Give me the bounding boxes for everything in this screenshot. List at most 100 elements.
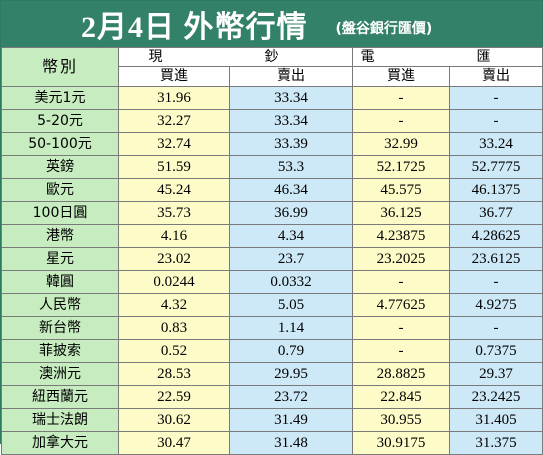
tt-sell-value: 33.24 [449,132,543,156]
cash-buy-value: 22.59 [118,385,230,409]
title-bar: 2月4日 外幣行情 (盤谷銀行匯價) [1,1,542,47]
tt-sell-value: 31.375 [449,431,543,455]
cash-sell-value: 53.3 [229,155,353,179]
currency-name: 5-20元 [1,109,119,133]
table-row: 加拿大元 30.47 31.48 30.9175 31.375 [1,431,543,455]
cash-sell-value: 23.7 [229,247,353,271]
cash-sell-value: 31.48 [229,431,353,455]
tt-buy-value: 4.77625 [352,293,450,317]
tt-buy-value: 22.845 [352,385,450,409]
tt-sell-value: 52.7775 [449,155,543,179]
table-row: 美元1元 31.96 33.34- - [1,86,543,110]
cash-buy-value: 23.02 [118,247,230,271]
cash-buy-value: 30.47 [118,431,230,455]
cash-sell-value: 4.34 [229,224,353,248]
cash-buy-value: 0.83 [118,316,230,340]
currency-name: 歐元 [1,178,119,202]
tt-buy-value: 36.125 [352,201,450,225]
tt-sell-value: - [449,316,543,340]
tt-buy-value: 30.9175 [352,431,450,455]
currency-name: 菲披索 [1,339,119,363]
currency-name: 澳洲元 [1,362,119,386]
cash-buy-value: 4.16 [118,224,230,248]
currency-name: 新台幣 [1,316,119,340]
column-header-tt-buy: 買進 [352,66,450,87]
tt-sell-value: - [449,86,543,110]
tt-buy-value: - [352,316,450,340]
table-row: 人民幣 4.32 5.05 4.77625 4.9275 [1,293,543,317]
table-row: 韓圓 0.0244 0.0332- - [1,270,543,294]
tt-sell-value: 0.7375 [449,339,543,363]
currency-name: 人民幣 [1,293,119,317]
currency-name: 港幣 [1,224,119,248]
cash-sell-value: 0.79 [229,339,353,363]
cash-sell-value: 1.14 [229,316,353,340]
tt-sell-value: 46.1375 [449,178,543,202]
tt-buy-value: 32.99 [352,132,450,156]
table-row: 港幣 4.16 4.34 4.23875 4.28625 [1,224,543,248]
column-header-cash-sell: 賣出 [229,66,353,87]
cash-sell-value: 36.99 [229,201,353,225]
tt-buy-value: - [352,270,450,294]
column-header-cash: 現 鈔 [118,47,353,67]
header-row-groups: 幣別 現 鈔 電 匯 [1,47,543,87]
currency-name: 韓圓 [1,270,119,294]
tt-buy-value: 30.955 [352,408,450,432]
cash-buy-value: 30.62 [118,408,230,432]
cash-buy-value: 51.59 [118,155,230,179]
tt-buy-value: 28.8825 [352,362,450,386]
tt-sell-value: 36.77 [449,201,543,225]
table-row: 澳洲元 28.53 29.95 28.8825 29.37 [1,362,543,386]
cash-buy-value: 31.96 [118,86,230,110]
cash-sell-value: 0.0332 [229,270,353,294]
cash-sell-value: 33.34 [229,109,353,133]
column-header-cash-buy: 買進 [118,66,230,87]
tt-sell-value: - [449,270,543,294]
tt-sell-value: 4.28625 [449,224,543,248]
cash-buy-value: 4.32 [118,293,230,317]
cash-buy-value: 0.52 [118,339,230,363]
tt-buy-value: 23.2025 [352,247,450,271]
column-header-currency: 幣別 [1,47,119,87]
currency-name: 瑞士法朗 [1,408,119,432]
cash-buy-value: 35.73 [118,201,230,225]
column-header-telegraphic: 電 匯 [352,47,543,67]
currency-name: 美元1元 [1,86,119,110]
currency-name: 100日圓 [1,201,119,225]
cash-sell-value: 23.72 [229,385,353,409]
table-row: 新台幣 0.83 1.14- - [1,316,543,340]
tt-sell-value: 23.6125 [449,247,543,271]
table-row: 歐元 45.24 46.34 45.575 46.1375 [1,178,543,202]
cash-sell-value: 33.39 [229,132,353,156]
table-row: 英鎊 51.59 53.3 52.1725 52.7775 [1,155,543,179]
table-row: 50-100元 32.74 33.39 32.99 33.24 [1,132,543,156]
column-header-tt-sell: 賣出 [449,66,543,87]
cash-sell-value: 31.49 [229,408,353,432]
cash-sell-value: 46.34 [229,178,353,202]
cash-sell-value: 29.95 [229,362,353,386]
cash-buy-value: 32.27 [118,109,230,133]
tt-buy-value: - [352,109,450,133]
tt-buy-value: 52.1725 [352,155,450,179]
cash-sell-value: 5.05 [229,293,353,317]
tt-sell-value: 23.2425 [449,385,543,409]
currency-name: 紐西蘭元 [1,385,119,409]
currency-name: 加拿大元 [1,431,119,455]
tt-sell-value: 4.9275 [449,293,543,317]
page-title: 2月4日 外幣行情 [81,11,308,44]
rates-table: 幣別 現 鈔 電 匯 買進 賣出 買進 賣出 美元1元 31.96 33.34- -5… [1,47,543,455]
page-subtitle: (盤谷銀行匯價) [335,21,433,37]
table-row: 瑞士法朗 30.62 31.49 30.955 31.405 [1,408,543,432]
table-row: 菲披索 0.52 0.79-0.7375 [1,339,543,363]
tt-sell-value: - [449,109,543,133]
cash-buy-value: 28.53 [118,362,230,386]
cash-buy-value: 45.24 [118,178,230,202]
currency-name: 星元 [1,247,119,271]
currency-name: 英鎊 [1,155,119,179]
tt-buy-value: - [352,339,450,363]
cash-sell-value: 33.34 [229,86,353,110]
currency-name: 50-100元 [1,132,119,156]
table-row: 100日圓 35.73 36.99 36.125 36.77 [1,201,543,225]
cash-buy-value: 32.74 [118,132,230,156]
